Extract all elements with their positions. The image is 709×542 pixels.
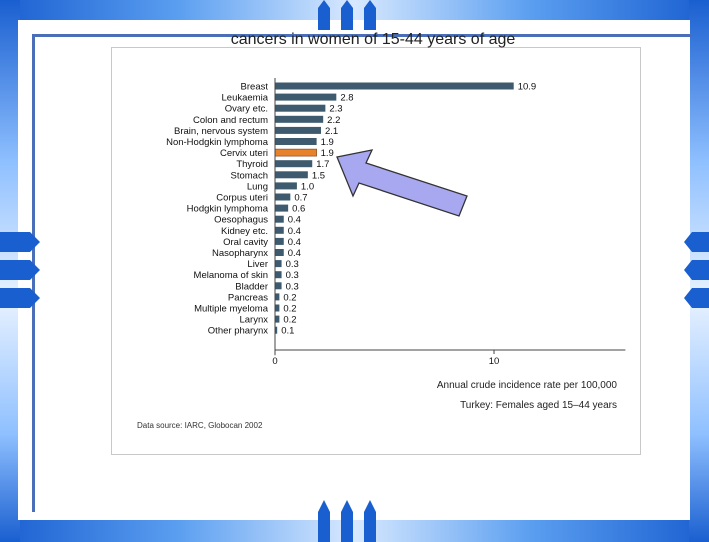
bar-20 <box>275 304 280 312</box>
category-label: Non-Hodgkin lymphoma <box>166 137 269 148</box>
value-label: 1.5 <box>312 170 325 181</box>
decor-arrow-icon <box>341 500 353 542</box>
category-label: Bladder <box>235 281 268 292</box>
decor-arrow-icon <box>0 260 40 280</box>
chart-title: cancers in women of 15-44 years of age <box>231 31 516 48</box>
value-label: 0.3 <box>286 259 299 270</box>
value-label: 0.4 <box>288 226 301 237</box>
value-label: 0.4 <box>288 215 301 226</box>
value-label: 1.9 <box>321 137 334 148</box>
category-label: Pancreas <box>228 292 268 303</box>
value-label: 0.2 <box>283 304 296 315</box>
bar-21 <box>275 315 280 323</box>
value-label: 2.3 <box>329 104 342 115</box>
category-label: Liver <box>247 259 268 270</box>
value-label: 2.8 <box>340 93 353 104</box>
category-label: Kidney etc. <box>221 226 268 237</box>
decor-arrow-icon <box>318 500 330 542</box>
category-label: Multiple myeloma <box>194 304 269 315</box>
bar-0 <box>275 82 514 90</box>
category-label: Melanoma of skin <box>194 270 268 281</box>
value-label: 2.2 <box>327 115 340 126</box>
x-ticks-group: 0 10 <box>272 350 499 367</box>
bar-15 <box>275 249 284 256</box>
bar-17 <box>275 271 282 279</box>
bar-18 <box>275 282 282 290</box>
decor-arrow-icon <box>318 0 330 30</box>
value-label: 1.9 <box>321 148 334 159</box>
value-label: 0.4 <box>288 237 301 248</box>
bar-8 <box>275 171 308 179</box>
value-label: 2.1 <box>325 126 338 137</box>
x-tick-label: 10 <box>489 356 500 367</box>
value-label: 0.6 <box>292 204 305 215</box>
value-label: 0.3 <box>286 270 299 281</box>
data-source-note: Data source: IARC, Globocan 2002 <box>137 421 263 430</box>
x-tick-label: 0 <box>272 356 277 367</box>
category-label: Thyroid <box>236 159 268 170</box>
category-label: Nasopharynx <box>212 248 268 259</box>
decor-arrows-top <box>318 0 376 30</box>
decor-arrow-icon <box>684 260 709 280</box>
category-label: Breast <box>241 82 269 93</box>
category-label: Oral cavity <box>223 237 268 248</box>
chart-subtitle: Turkey: Females aged 15–44 years <box>460 400 617 411</box>
pointer-arrow-icon <box>336 149 468 217</box>
category-label: Hodgkin lymphoma <box>187 204 269 215</box>
bar-19 <box>275 293 280 301</box>
category-label: Other pharynx <box>208 326 268 337</box>
bar-4 <box>275 126 321 134</box>
value-label: 0.2 <box>283 315 296 326</box>
value-label: 0.4 <box>288 248 301 259</box>
decor-arrows-bottom <box>318 500 376 542</box>
chart-panel <box>111 47 641 455</box>
category-label: Stomach <box>231 170 269 181</box>
decor-arrow-icon <box>341 0 353 30</box>
category-label: Colon and rectum <box>193 115 268 126</box>
category-label: Larynx <box>239 315 268 326</box>
bar-3 <box>275 115 324 123</box>
bar-10 <box>275 193 291 201</box>
category-label: Lung <box>247 181 268 192</box>
decor-arrows-right <box>684 232 709 308</box>
bar-7 <box>275 160 313 168</box>
decor-arrows-left <box>0 232 40 308</box>
decor-arrow-icon <box>364 0 376 30</box>
bar-6 <box>274 148 317 157</box>
decor-arrow-icon <box>364 500 376 542</box>
decor-arrow-icon <box>684 288 709 308</box>
value-label: 0.7 <box>294 193 307 204</box>
bar-2 <box>275 104 326 112</box>
value-label: 1.0 <box>301 181 314 192</box>
bar-12 <box>275 215 284 223</box>
decor-arrow-icon <box>0 232 40 252</box>
value-label: 1.7 <box>316 159 329 170</box>
category-label: Ovary etc. <box>225 104 268 115</box>
category-label: Corpus uteri <box>216 193 268 204</box>
bar-11 <box>275 204 289 212</box>
category-label: Cervix uteri <box>220 148 268 159</box>
x-axis-label: Annual crude incidence rate per 100,000 <box>437 380 618 391</box>
value-label: 0.1 <box>281 326 294 337</box>
bar-9 <box>275 182 297 190</box>
bar-1 <box>275 93 337 101</box>
value-labels-group: 10.92.82.32.22.11.91.91.71.51.00.70.60.4… <box>281 82 536 337</box>
value-label: 0.3 <box>286 281 299 292</box>
bar-16 <box>275 260 282 268</box>
bars-group <box>274 82 514 334</box>
bar-14 <box>275 237 284 245</box>
value-label: 10.9 <box>518 82 537 93</box>
bar-22 <box>275 326 278 334</box>
decor-arrow-icon <box>684 232 709 252</box>
category-label: Leukaemia <box>222 93 269 104</box>
bar-13 <box>275 226 284 234</box>
bar-5 <box>275 138 317 145</box>
category-label: Oesophagus <box>214 215 268 226</box>
value-label: 0.2 <box>283 292 296 303</box>
category-label: Brain, nervous system <box>174 126 268 137</box>
decor-arrow-icon <box>0 288 40 308</box>
